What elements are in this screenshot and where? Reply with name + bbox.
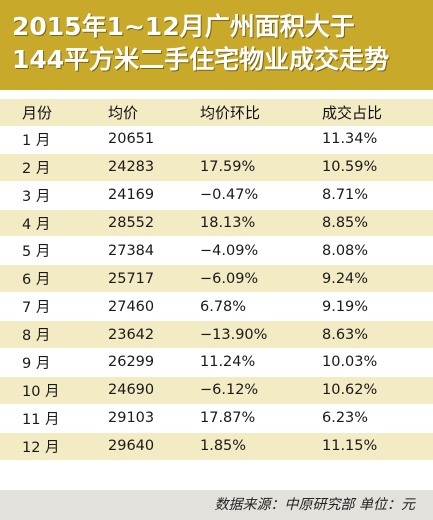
cell-deal-share: 9.19% [322, 292, 433, 321]
cell-deal-share: 8.63% [322, 320, 433, 349]
table-body: 1 月 20651 11.34% 2 月 24283 17.59% 10.59% 3 月 241… [0, 125, 433, 460]
table-row: 10 月 24690 −6.12% 10.62% [0, 375, 433, 405]
table-row: 11 月 29103 17.87% 6.23% [0, 403, 433, 433]
cell-month: 2 月 [0, 152, 108, 182]
cell-deal-share: 8.71% [322, 180, 433, 210]
cell-mom-change [200, 126, 322, 153]
table-row: 5 月 27384 −4.09% 8.08% [0, 236, 433, 265]
cell-month: 3 月 [0, 180, 108, 210]
table-row: 3 月 24169 −0.47% 8.71% [0, 180, 433, 210]
cell-deal-share: 8.08% [322, 236, 433, 265]
cell-avg-price: 24690 [108, 375, 200, 405]
chart-title-line-2: 144平方米二手住宅物业成交走势 [12, 45, 390, 74]
cell-deal-share: 9.24% [322, 264, 433, 293]
table-row: 12 月 29640 1.85% 11.15% [0, 431, 433, 460]
header-mom-change: 均价环比 [200, 103, 261, 122]
cell-deal-share: 6.23% [322, 403, 433, 433]
cell-month: 1 月 [22, 132, 51, 149]
cell-month: 10 月 [0, 375, 108, 405]
cell-month: 11 月 [0, 403, 108, 433]
cell-avg-price: 29640 [108, 431, 200, 460]
cell-avg-price: 23642 [108, 320, 200, 349]
cell-deal-share: 10.62% [322, 375, 433, 405]
cell-month: 5 月 [0, 236, 108, 265]
cell-month: 6 月 [0, 264, 108, 293]
cell-avg-price: 25717 [108, 264, 200, 293]
cell-month: 7 月 [0, 292, 108, 321]
table-row: 7 月 27460 6.78% 9.19% [0, 292, 433, 321]
table-row: 1 月 20651 11.34% [0, 125, 433, 154]
cell-mom-change: 11.24% [200, 348, 322, 377]
cell-mom-change: −6.12% [200, 375, 322, 405]
cell-month: 4 月 [0, 208, 108, 237]
cell-mom-change: 17.59% [200, 152, 322, 182]
table-row: 8 月 23642 −13.90% 8.63% [0, 320, 433, 349]
table-row: 9 月 26299 11.24% 10.03% [0, 348, 433, 377]
header-deal-share: 成交占比 [322, 103, 383, 122]
data-table: 月份 均价 均价环比 成交占比 1 月 20651 11.34% 2 月 24283 17… [0, 99, 433, 460]
chart-title-line-1: 2015年1~12月广州面积大于 [12, 12, 355, 41]
cell-deal-share: 8.85% [322, 208, 433, 237]
cell-avg-price: 26299 [108, 348, 200, 377]
cell-avg-price: 24169 [108, 180, 200, 210]
table-header-row: 月份 均价 均价环比 成交占比 [0, 99, 433, 126]
cell-avg-price: 27460 [108, 292, 200, 321]
cell-month: 12 月 [0, 431, 108, 460]
cell-avg-price: 28552 [108, 208, 200, 237]
cell-mom-change: −13.90% [200, 320, 322, 349]
cell-avg-price: 29103 [108, 403, 200, 433]
source-note: 数据来源：中原研究部 单位：元 [0, 490, 433, 520]
table-row: 2 月 24283 17.59% 10.59% [0, 152, 433, 182]
cell-mom-change: 17.87% [200, 403, 322, 433]
data-table-wrap: 月份 均价 均价环比 成交占比 1 月 20651 11.34% 2 月 24283 17… [0, 99, 433, 460]
header-avg-price: 均价 [108, 103, 139, 122]
cell-deal-share: 10.59% [322, 152, 433, 182]
cell-deal-share: 11.34% [322, 131, 378, 148]
table-row: 6 月 25717 −6.09% 9.24% [0, 264, 433, 293]
cell-mom-change: 18.13% [200, 208, 322, 237]
cell-mom-change: −0.47% [200, 180, 322, 210]
cell-avg-price: 27384 [108, 236, 200, 265]
cell-mom-change: −4.09% [200, 236, 322, 265]
cell-avg-price: 20651 [108, 131, 155, 148]
cell-mom-change: −6.09% [200, 264, 322, 293]
cell-mom-change: 6.78% [200, 292, 322, 321]
cell-avg-price: 24283 [108, 152, 200, 182]
cell-deal-share: 10.03% [322, 348, 433, 377]
cell-month: 9 月 [0, 348, 108, 377]
header-month: 月份 [22, 103, 53, 122]
cell-month: 8 月 [0, 320, 108, 349]
table-row: 4 月 28552 18.13% 8.85% [0, 208, 433, 237]
cell-mom-change: 1.85% [200, 431, 322, 460]
chart-title: 2015年1~12月广州面积大于 144平方米二手住宅物业成交走势 [0, 0, 433, 90]
cell-deal-share: 11.15% [322, 431, 433, 460]
